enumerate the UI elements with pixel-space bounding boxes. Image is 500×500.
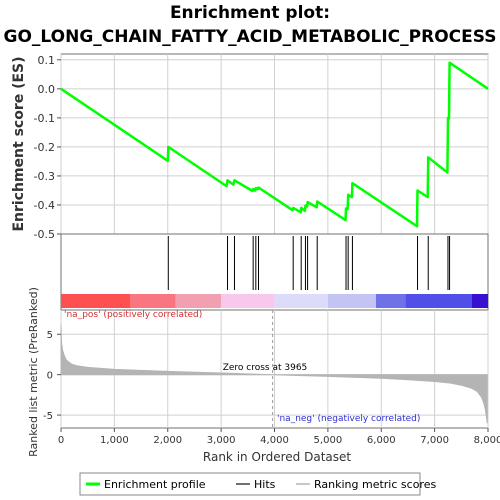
- ranking-metric-area: [60, 324, 488, 424]
- es-y-tick-label: -0.1: [34, 112, 55, 125]
- heatmap-segment: [130, 294, 176, 308]
- legend-label-2: Hits: [254, 478, 276, 491]
- chart-legend: Enrichment profile Hits Ranking metric sco…: [79, 472, 436, 496]
- x-tick-label: 1,000: [100, 435, 129, 446]
- es-y-tick-label: -0.3: [34, 170, 55, 183]
- metric-y-axis-label: Ranked list metric (PreRanked): [27, 287, 40, 457]
- heatmap-segment: [471, 294, 488, 308]
- heatmap-segment: [175, 294, 222, 308]
- heatmap-segment: [274, 294, 328, 308]
- x-tick-label: 5,000: [314, 435, 343, 446]
- metric-y-tick-label: -5: [43, 411, 53, 422]
- x-tick-label: 2,000: [153, 435, 182, 446]
- es-y-tick-label: -0.5: [34, 228, 55, 241]
- chart-title-line1: Enrichment plot:: [169, 3, 331, 23]
- es-y-tick-label: -0.4: [34, 199, 55, 212]
- heatmap-segment: [375, 294, 406, 308]
- es-y-tick-label: -0.2: [34, 141, 55, 154]
- x-tick-label: 0: [58, 435, 64, 446]
- negative-correlated-label: 'na_neg' (negatively correlated): [277, 414, 420, 424]
- es-y-axis-label: Enrichment score (ES): [11, 56, 27, 231]
- metric-y-tick-label: 0: [47, 371, 53, 382]
- heatmap-segment: [61, 294, 131, 308]
- zero-cross-label: Zero cross at 3965: [223, 363, 308, 373]
- chart-title-line2: GO_LONG_CHAIN_FATTY_ACID_METABOLIC_PROCE…: [3, 27, 497, 47]
- x-tick-label: 3,000: [207, 435, 236, 446]
- x-axis-label: Rank in Ordered Dataset: [203, 450, 351, 464]
- legend-label-3: Ranking metric scores: [314, 478, 436, 491]
- metric-y-tick-label: 5: [47, 330, 53, 341]
- positive-correlated-label: 'na_pos' (positively correlated): [64, 310, 202, 320]
- x-tick-label: 6,000: [367, 435, 396, 446]
- x-tick-label: 4,000: [260, 435, 289, 446]
- x-tick-label: 7,000: [420, 435, 449, 446]
- x-tick-label: 8,000: [474, 435, 500, 446]
- es-y-tick-label: 0.1: [38, 54, 56, 67]
- heatmap-segment: [221, 294, 275, 308]
- legend-label-1: Enrichment profile: [104, 478, 206, 491]
- es-y-tick-label: 0.0: [38, 83, 56, 96]
- enrichment-profile-line: [60, 61, 489, 228]
- heatmap-segment: [405, 294, 472, 308]
- heatmap-segment: [327, 294, 376, 308]
